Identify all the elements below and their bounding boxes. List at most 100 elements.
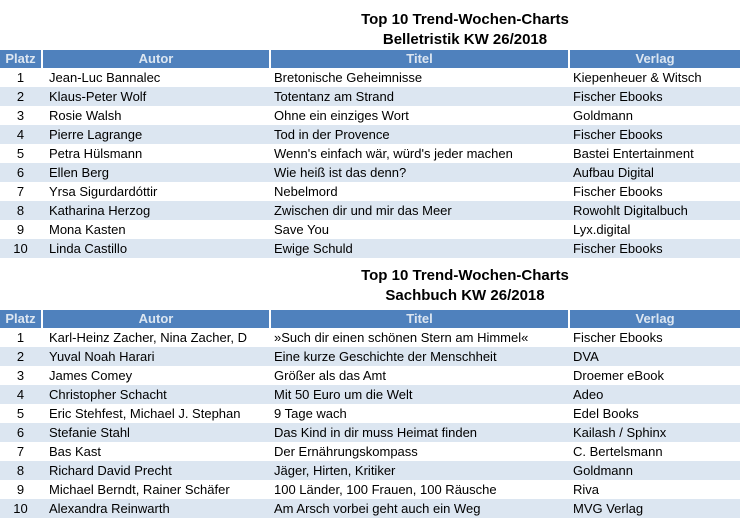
column-header-autor: Autor (41, 310, 269, 328)
title-cell: Wie heiß ist das denn? (274, 165, 407, 180)
author-cell: Jean-Luc Bannalec (49, 70, 161, 85)
title-cell: Nebelmord (274, 184, 338, 199)
column-header-autor: Autor (41, 50, 269, 68)
table-row: 6 Stefanie Stahl Das Kind in dir muss Heim… (0, 423, 740, 442)
rank-cell: 6 (16, 165, 25, 180)
publisher-cell: Fischer Ebooks (573, 184, 663, 199)
rank-cell: 1 (16, 70, 25, 85)
author-cell: Richard David Precht (49, 463, 172, 478)
table-row: 10 Alexandra Reinwarth Am Arsch vorbei geh… (0, 499, 740, 518)
table-row: 3 James Comey Größer als das Amt Droemer eB… (0, 366, 740, 385)
title-cell: Bretonische Geheimnisse (274, 70, 423, 85)
title-cell: Tod in der Provence (274, 127, 390, 142)
publisher-cell: Kailash / Sphinx (573, 425, 667, 440)
publisher-cell: Rowohlt Digitalbuch (573, 203, 688, 218)
publisher-cell: Droemer eBook (573, 368, 665, 383)
table-row: 7 Yrsa Sigurdardóttir Nebelmord Fischer Ebo… (0, 182, 740, 201)
title-cell: Mit 50 Euro um die Welt (274, 387, 413, 402)
publisher-cell: Kiepenheuer & Witsch (573, 70, 702, 85)
rank-cell: 5 (16, 146, 25, 161)
table-row: 7 Bas Kast Der Ernährungskompass C. Bertels… (0, 442, 740, 461)
publisher-cell: DVA (573, 349, 599, 364)
rank-cell: 2 (16, 349, 25, 364)
rank-cell: 1 (16, 330, 25, 345)
author-cell: Mona Kasten (49, 222, 126, 237)
publisher-cell: Aufbau Digital (573, 165, 654, 180)
table-row: 4 Christopher Schacht Mit 50 Euro um die W… (0, 385, 740, 404)
publisher-cell: Riva (573, 482, 600, 497)
column-header-verlag: Verlag (568, 310, 740, 328)
publisher-cell: Goldmann (573, 463, 633, 478)
publisher-cell: Bastei Entertainment (573, 146, 694, 161)
table-row: 1 Jean-Luc Bannalec Bretonische Geheimniss… (0, 68, 740, 87)
title-cell: 9 Tage wach (274, 406, 347, 421)
rank-cell: 7 (16, 184, 25, 199)
author-cell: Klaus-Peter Wolf (49, 89, 147, 104)
section-sachbuch: Top 10 Trend-Wochen-Charts Sachbuch KW 2… (0, 258, 740, 518)
table-row: 2 Yuval Noah Harari Eine kurze Geschichte … (0, 347, 740, 366)
chart-title-line2: Sachbuch KW 26/2018 (385, 287, 545, 304)
rank-cell: 10 (13, 241, 28, 256)
publisher-cell: Fischer Ebooks (573, 330, 663, 345)
title-cell: Save You (274, 222, 329, 237)
title-cell: Der Ernährungskompass (274, 444, 418, 459)
author-cell: Stefanie Stahl (49, 425, 130, 440)
title-cell: Ewige Schuld (274, 241, 353, 256)
publisher-cell: Goldmann (573, 108, 633, 123)
publisher-cell: Edel Books (573, 406, 639, 421)
rank-cell: 6 (16, 425, 25, 440)
table-row: 8 Richard David Precht Jäger, Hirten, Krit… (0, 461, 740, 480)
table-row: 9 Mona Kasten Save You Lyx.digital (0, 220, 740, 239)
publisher-cell: Fischer Ebooks (573, 241, 663, 256)
table-body-sachbuch: 1 Karl-Heinz Zacher, Nina Zacher, D »Such … (0, 328, 740, 518)
publisher-cell: Lyx.digital (573, 222, 631, 237)
author-cell: Christopher Schacht (49, 387, 167, 402)
title-cell: Totentanz am Strand (274, 89, 394, 104)
table-row: 9 Michael Berndt, Rainer Schäfer 100 Lände… (0, 480, 740, 499)
rank-cell: 4 (16, 127, 25, 142)
title-cell: 100 Länder, 100 Frauen, 100 Räusche (274, 482, 497, 497)
author-cell: Pierre Lagrange (49, 127, 143, 142)
author-cell: Yuval Noah Harari (49, 349, 155, 364)
title-cell: Eine kurze Geschichte der Menschheit (274, 349, 497, 364)
table-header-row: Platz Autor Titel Verlag (0, 310, 740, 328)
author-cell: Linda Castillo (49, 241, 128, 256)
table-row: 5 Eric Stehfest, Michael J. Stephan 9 Tage… (0, 404, 740, 423)
column-header-titel: Titel (269, 50, 568, 68)
table-row: 10 Linda Castillo Ewige Schuld Fischer Eboo… (0, 239, 740, 258)
rank-cell: 7 (16, 444, 25, 459)
column-header-platz: Platz (5, 311, 36, 326)
author-cell: James Comey (49, 368, 133, 383)
rank-cell: 3 (16, 368, 25, 383)
publisher-cell: Fischer Ebooks (573, 127, 663, 142)
table-body-belletristik: 1 Jean-Luc Bannalec Bretonische Geheimniss… (0, 68, 740, 258)
rank-cell: 8 (16, 203, 25, 218)
publisher-cell: Fischer Ebooks (573, 89, 663, 104)
title-cell: Das Kind in dir muss Heimat finden (274, 425, 478, 440)
table-row: 5 Petra Hülsmann Wenn's einfach wär, würd'… (0, 144, 740, 163)
title-cell: Wenn's einfach wär, würd's jeder machen (274, 146, 513, 161)
author-cell: Alexandra Reinwarth (49, 501, 170, 516)
rank-cell: 5 (16, 406, 25, 421)
table-row: 1 Karl-Heinz Zacher, Nina Zacher, D »Such … (0, 328, 740, 347)
table-row: 2 Klaus-Peter Wolf Totentanz am Strand Fisc… (0, 87, 740, 106)
table-row: 4 Pierre Lagrange Tod in der Provence Fisch… (0, 125, 740, 144)
chart-title-line1: Top 10 Trend-Wochen-Charts (361, 267, 569, 284)
title-cell: Ohne ein einziges Wort (274, 108, 409, 123)
section-belletristik: Top 10 Trend-Wochen-Charts Belletristik … (0, 0, 740, 258)
author-cell: Michael Berndt, Rainer Schäfer (49, 482, 230, 497)
table-row: 3 Rosie Walsh Ohne ein einziges Wort Goldma… (0, 106, 740, 125)
author-cell: Eric Stehfest, Michael J. Stephan (49, 406, 241, 421)
rank-cell: 4 (16, 387, 25, 402)
section-title-sachbuch: Top 10 Trend-Wochen-Charts Sachbuch KW 2… (0, 258, 740, 306)
author-cell: Katharina Herzog (49, 203, 151, 218)
rank-cell: 9 (16, 222, 25, 237)
title-cell: Zwischen dir und mir das Meer (274, 203, 452, 218)
title-cell: Jäger, Hirten, Kritiker (274, 463, 396, 478)
title-cell: Größer als das Amt (274, 368, 386, 383)
author-cell: Rosie Walsh (49, 108, 122, 123)
table-header-row: Platz Autor Titel Verlag (0, 50, 740, 68)
author-cell: Bas Kast (49, 444, 102, 459)
column-header-titel: Titel (269, 310, 568, 328)
